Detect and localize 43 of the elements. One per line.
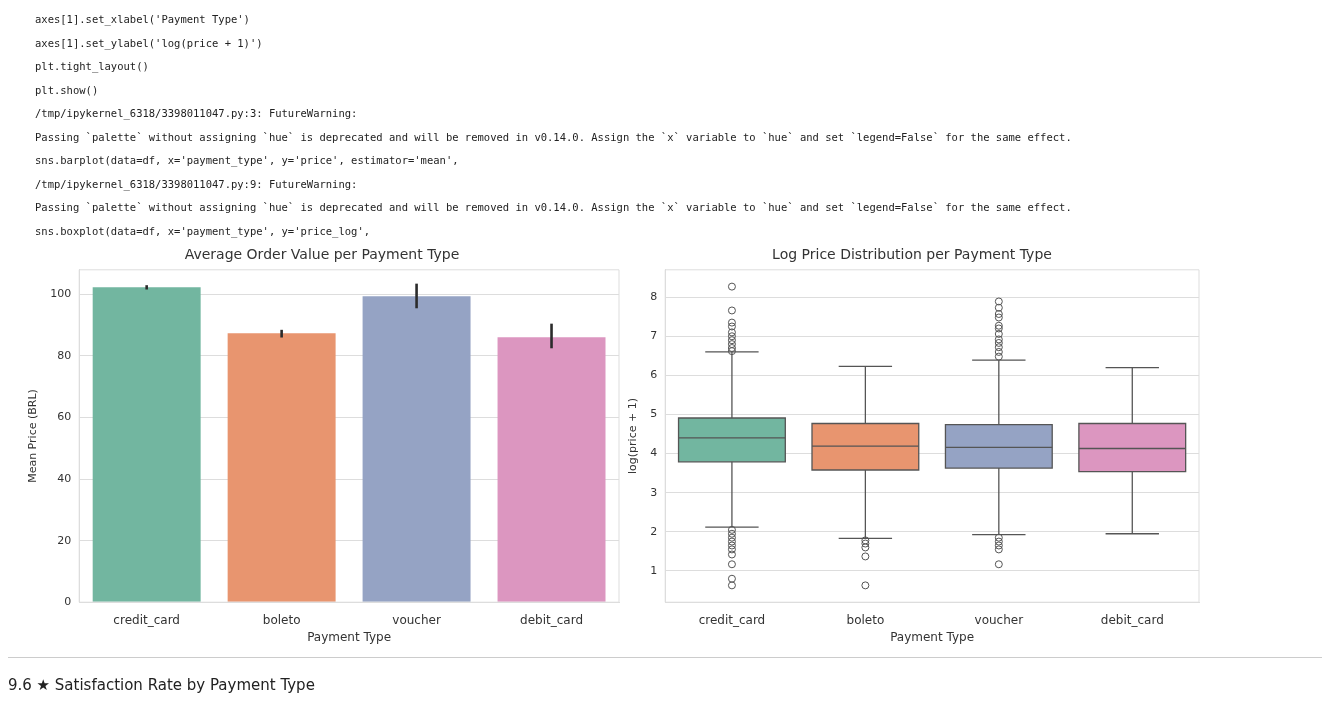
text: axes[1].set_xlabel('Payment Type') <box>35 12 251 28</box>
y-tick-label: 6 <box>650 368 658 382</box>
x-tick-label: voucher <box>974 612 1024 627</box>
x-tick-label: credit_card <box>698 612 766 627</box>
bar <box>227 333 336 602</box>
text: sns.barplot(data=df, x='payment_type', y='price', estimator='mean', <box>35 153 460 169</box>
x-tick-label: debit_card <box>520 612 583 627</box>
y-tick-label: 40 <box>57 471 72 485</box>
y-tick-label: 80 <box>57 348 72 362</box>
x-axis-title: Payment Type <box>890 629 975 644</box>
text: Passing `palette` without assigning `hue` is deprecated and will be removed in v0.14.0. Assign the `x` variable to `hue` and set `legend=False` for the same effect. <box>35 129 1073 145</box>
bar <box>92 287 201 602</box>
text: plt.show() <box>35 82 100 98</box>
y-tick-label: 100 <box>50 287 72 301</box>
y-tick-label: 20 <box>57 533 72 547</box>
y-tick-label: 1 <box>650 563 658 577</box>
y-tick-label: 0 <box>64 595 72 609</box>
bar <box>497 337 606 602</box>
chart-title: Average Order Value per Payment Type <box>184 246 460 263</box>
text: Passing `palette` without assigning `hue` is deprecated and will be removed in v0.14.0. Assign the `x` variable to `hue` and set `legend=False` for the same effect. <box>35 200 1073 215</box>
text: sns.boxplot(data=df, x='payment_type', y='price_log', <box>35 223 372 240</box>
x-axis-title: Payment Type <box>307 629 392 644</box>
bar <box>362 296 471 602</box>
y-tick-label: 3 <box>650 485 658 499</box>
x-tick-label: voucher <box>392 612 441 627</box>
y-tick-label: 5 <box>650 407 658 421</box>
text: /tmp/ipykernel_6318/3398011047.py:9: FutureWarning: <box>35 176 359 193</box>
text: 9.6 ★ Satisfaction Rate by Payment Type <box>8 676 316 694</box>
y-axis-title: Mean Price (BRL) <box>26 389 40 483</box>
chart-title: Log Price Distribution per Payment Type <box>772 246 1052 263</box>
text: plt.tight_layout() <box>35 59 150 75</box>
x-tick-label: boleto <box>846 612 885 627</box>
text: axes[1].set_ylabel('log(price + 1)') <box>35 35 264 52</box>
y-tick-label: 7 <box>650 329 658 343</box>
y-tick-label: 4 <box>650 446 658 460</box>
x-tick-label: credit_card <box>113 612 180 627</box>
y-axis-title: log(price + 1) <box>626 398 640 474</box>
text: /tmp/ipykernel_6318/3398011047.py:3: FutureWarning: <box>35 106 359 122</box>
y-tick-label: 8 <box>650 290 658 304</box>
y-tick-label: 60 <box>57 410 72 424</box>
x-tick-label: debit_card <box>1100 612 1164 627</box>
x-tick-label: boleto <box>262 612 301 627</box>
y-tick-label: 2 <box>650 524 658 538</box>
